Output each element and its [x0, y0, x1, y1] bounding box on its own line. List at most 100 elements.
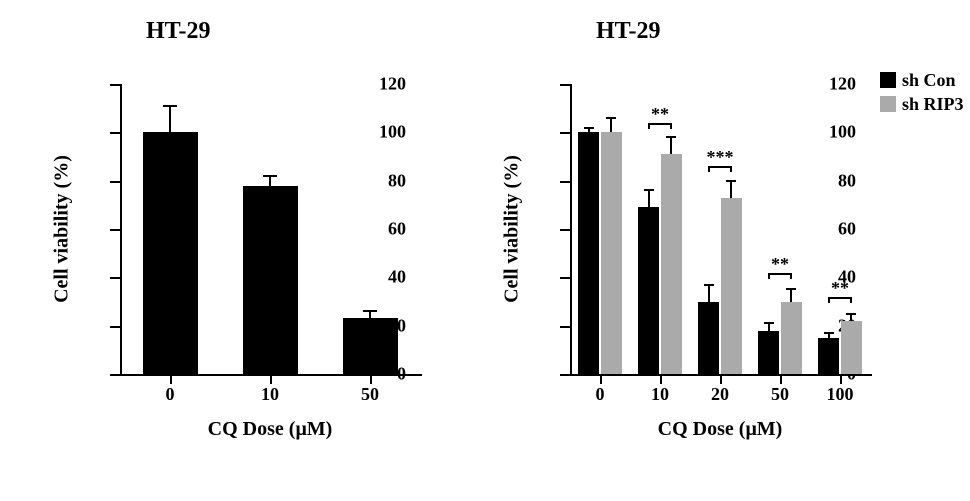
y-tick	[560, 229, 570, 231]
left-panel-title: HT-29	[146, 18, 210, 45]
bar	[818, 338, 840, 374]
y-tick	[560, 181, 570, 183]
y-tick	[560, 132, 570, 134]
error-cap	[764, 322, 774, 324]
error-cap	[786, 288, 796, 290]
significance-bracket-end	[768, 273, 770, 279]
x-tick-label: 50	[361, 384, 379, 405]
y-tick	[110, 84, 120, 86]
y-tick	[110, 229, 120, 231]
y-tick-label: 40	[388, 267, 406, 288]
y-tick	[110, 374, 120, 376]
right-panel-title: HT-29	[596, 18, 660, 45]
error-cap	[584, 127, 594, 129]
error-bar	[169, 106, 171, 133]
error-cap	[363, 310, 377, 312]
y-tick	[560, 84, 570, 86]
x-tick	[270, 374, 272, 384]
bar	[638, 207, 660, 374]
right-chart: Cell viability (%) CQ Dose (μM) 02040608…	[570, 84, 870, 374]
y-tick	[560, 277, 570, 279]
x-tick	[370, 374, 372, 384]
right-y-axis-title: Cell viability (%)	[501, 155, 524, 303]
y-tick-label: 80	[838, 170, 856, 191]
error-bar	[648, 190, 650, 207]
bar	[698, 302, 720, 375]
error-cap	[606, 117, 616, 119]
legend-label: sh Con	[902, 70, 956, 91]
significance-bracket-end	[790, 273, 792, 279]
legend-label: sh RIP3	[902, 94, 964, 115]
error-cap	[163, 105, 177, 107]
significance-bracket-end	[850, 297, 852, 303]
y-tick	[110, 181, 120, 183]
bar	[841, 321, 863, 374]
error-bar	[269, 176, 271, 186]
error-cap	[846, 313, 856, 315]
significance-label: **	[771, 255, 789, 273]
error-cap	[666, 136, 676, 138]
significance-bracket-end	[670, 123, 672, 129]
significance-bracket-end	[828, 297, 830, 303]
error-cap	[824, 332, 834, 334]
bar	[343, 318, 398, 374]
error-bar	[850, 314, 852, 321]
bar	[578, 132, 600, 374]
error-bar	[610, 118, 612, 133]
x-tick-label: 20	[711, 384, 729, 405]
figure: HT-29 Cell viability (%) CQ Dose (μM) 02…	[0, 0, 970, 501]
y-tick	[110, 326, 120, 328]
x-tick	[170, 374, 172, 384]
x-tick-label: 100	[827, 384, 854, 405]
bar	[601, 132, 623, 374]
y-tick-label: 60	[388, 219, 406, 240]
error-cap	[704, 284, 714, 286]
left-y-axis-title: Cell viability (%)	[51, 155, 74, 303]
y-tick-label: 100	[829, 122, 856, 143]
error-cap	[644, 189, 654, 191]
y-tick-label: 100	[379, 122, 406, 143]
x-tick-label: 10	[261, 384, 279, 405]
error-cap	[263, 175, 277, 177]
x-tick	[720, 374, 722, 384]
x-tick	[660, 374, 662, 384]
y-tick	[560, 326, 570, 328]
bar	[721, 198, 743, 374]
x-tick	[600, 374, 602, 384]
bar	[781, 302, 803, 375]
error-bar	[369, 311, 371, 318]
y-tick	[110, 277, 120, 279]
right-x-axis-title: CQ Dose (μM)	[658, 418, 783, 441]
y-tick-label: 120	[379, 74, 406, 95]
error-bar	[790, 289, 792, 301]
y-tick-label: 120	[829, 74, 856, 95]
left-x-axis-title: CQ Dose (μM)	[208, 418, 333, 441]
error-cap	[726, 180, 736, 182]
error-bar	[708, 285, 710, 302]
error-bar	[730, 181, 732, 198]
bar	[661, 154, 683, 374]
bar	[143, 132, 198, 374]
significance-label: **	[651, 105, 669, 123]
left-chart: Cell viability (%) CQ Dose (μM) 02040608…	[120, 84, 420, 374]
x-tick-label: 0	[596, 384, 605, 405]
y-tick	[560, 374, 570, 376]
x-tick-label: 0	[166, 384, 175, 405]
x-tick-label: 50	[771, 384, 789, 405]
legend-swatch	[880, 96, 896, 112]
y-tick-label: 0	[397, 364, 406, 385]
significance-label: **	[831, 279, 849, 297]
x-tick	[780, 374, 782, 384]
error-bar	[768, 323, 770, 330]
y-tick	[110, 132, 120, 134]
significance-label: ***	[707, 148, 734, 166]
error-bar	[670, 137, 672, 154]
legend-swatch	[880, 72, 896, 88]
bar	[243, 186, 298, 375]
significance-bracket-end	[648, 123, 650, 129]
y-tick-label: 60	[838, 219, 856, 240]
x-tick-label: 10	[651, 384, 669, 405]
bar	[758, 331, 780, 375]
x-tick	[840, 374, 842, 384]
y-tick-label: 80	[388, 170, 406, 191]
